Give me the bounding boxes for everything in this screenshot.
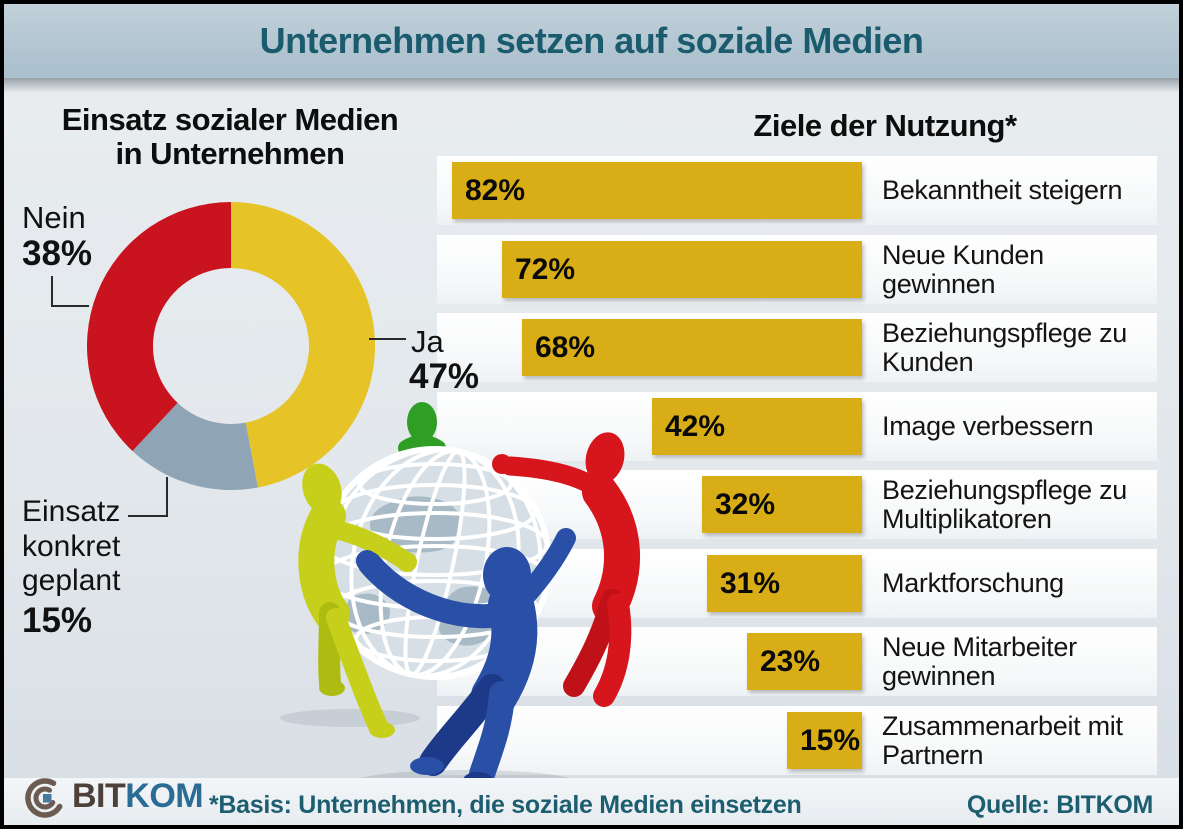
bitkom-wordmark: BITKOM [72,776,204,816]
bitkom-logo: BITKOM [24,771,204,821]
goal-value: 82% [465,174,526,207]
callout-line-nein [51,276,53,307]
goal-row: 72% Neue Kunden gewinnen [437,235,1157,304]
donut-label-nein: Nein [22,200,86,235]
goal-row: 15% Zusammenarbeit mit Partnern [437,706,1157,775]
goal-label: Marktforschung [882,568,1064,599]
goal-value: 31% [720,567,781,600]
donut-chart [86,201,376,491]
goal-bar: 42% [652,398,862,455]
goal-row: 82% Bekanntheit steigern [437,156,1157,225]
callout-line-geplant [166,477,168,517]
goal-bar: 31% [707,555,862,612]
donut-chart-title: Einsatz sozialer Medien in Unternehmen [10,102,450,172]
donut-segment-nein [86,201,231,451]
goal-label: Beziehungspflege zu Multiplikatoren [882,474,1127,534]
goal-value: 68% [535,331,596,364]
goal-row: 32% Beziehungspflege zu Multiplikatoren [437,470,1157,539]
goal-value: 15% [800,724,861,757]
logo-text-bit: BIT [72,776,126,815]
donut-segment-ja [231,202,376,488]
goals-bar-chart: 82% Bekanntheit steigern 72% Neue Kunden… [437,0,1157,829]
callout-line-nein [51,305,89,307]
goal-label: Bekanntheit steigern [882,175,1123,206]
donut-segment-geplant [132,402,258,491]
donut-label-ja: Ja [411,324,444,359]
donut-label-geplant: Einsatz konkret geplant [22,495,121,597]
logo-text-kom: KOM [125,776,204,815]
goal-row: 23% Neue Mitarbeiter gewinnen [437,627,1157,696]
goal-bar: 82% [452,162,862,219]
ground-shadow [280,709,420,727]
goal-bar: 15% [787,712,862,769]
callout-line-ja [369,338,406,340]
donut-value-ja: 47% [409,357,480,396]
goal-bar: 68% [522,319,862,376]
goal-row: 68% Beziehungspflege zu Kunden [437,313,1157,382]
goal-label: Neue Kunden gewinnen [882,239,1044,299]
basis-footnote: *Basis: Unternehmen, die soziale Medien … [209,791,802,819]
goal-value: 72% [515,253,576,286]
goal-label: Beziehungspflege zu Kunden [882,317,1127,377]
green-figure [398,402,446,456]
goal-row: 31% Marktforschung [437,549,1157,618]
donut-value-nein: 38% [22,234,93,273]
donut-value-geplant: 15% [22,601,93,640]
goal-label: Neue Mitarbeiter gewinnen [882,631,1077,691]
bitkom-logo-icon [25,778,63,818]
goal-bar: 23% [747,633,862,690]
header-band: Unternehmen setzen auf soziale Medien [4,4,1179,78]
goal-value: 23% [760,645,821,678]
goal-label: Zusammenarbeit mit Partnern [882,710,1123,770]
goal-value: 42% [665,410,726,443]
header-shadow [4,78,1179,93]
goal-bar: 72% [502,241,862,298]
source-credit: Quelle: BITKOM [966,791,1153,819]
goals-chart-title: Ziele der Nutzung* [753,108,1017,143]
donut-title-line2: in Unternehmen [115,136,345,172]
main-title: Unternehmen setzen auf soziale Medien [259,20,924,61]
goal-row: 42% Image verbessern [437,392,1157,461]
goal-label: Image verbessern [882,411,1094,442]
goal-bar: 32% [702,476,862,533]
callout-line-geplant [128,515,168,517]
goal-value: 32% [715,488,776,521]
footer-band: BITKOM *Basis: Unternehmen, die soziale … [4,777,1179,825]
donut-title-line1: Einsatz sozialer Medien [61,102,399,137]
